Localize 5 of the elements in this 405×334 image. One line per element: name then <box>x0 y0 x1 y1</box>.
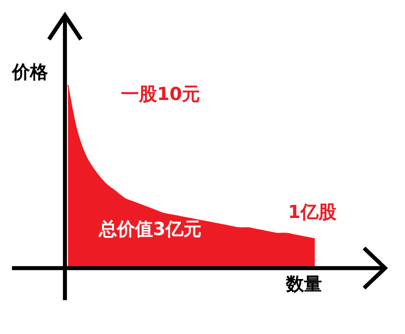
annotation: 总价值3亿元 <box>98 219 202 240</box>
annotation: 一股10元 <box>121 84 200 105</box>
y-axis-title: 价格 <box>11 62 49 83</box>
annotation: 1亿股 <box>288 202 338 223</box>
x-axis-title: 数量 <box>285 274 322 295</box>
